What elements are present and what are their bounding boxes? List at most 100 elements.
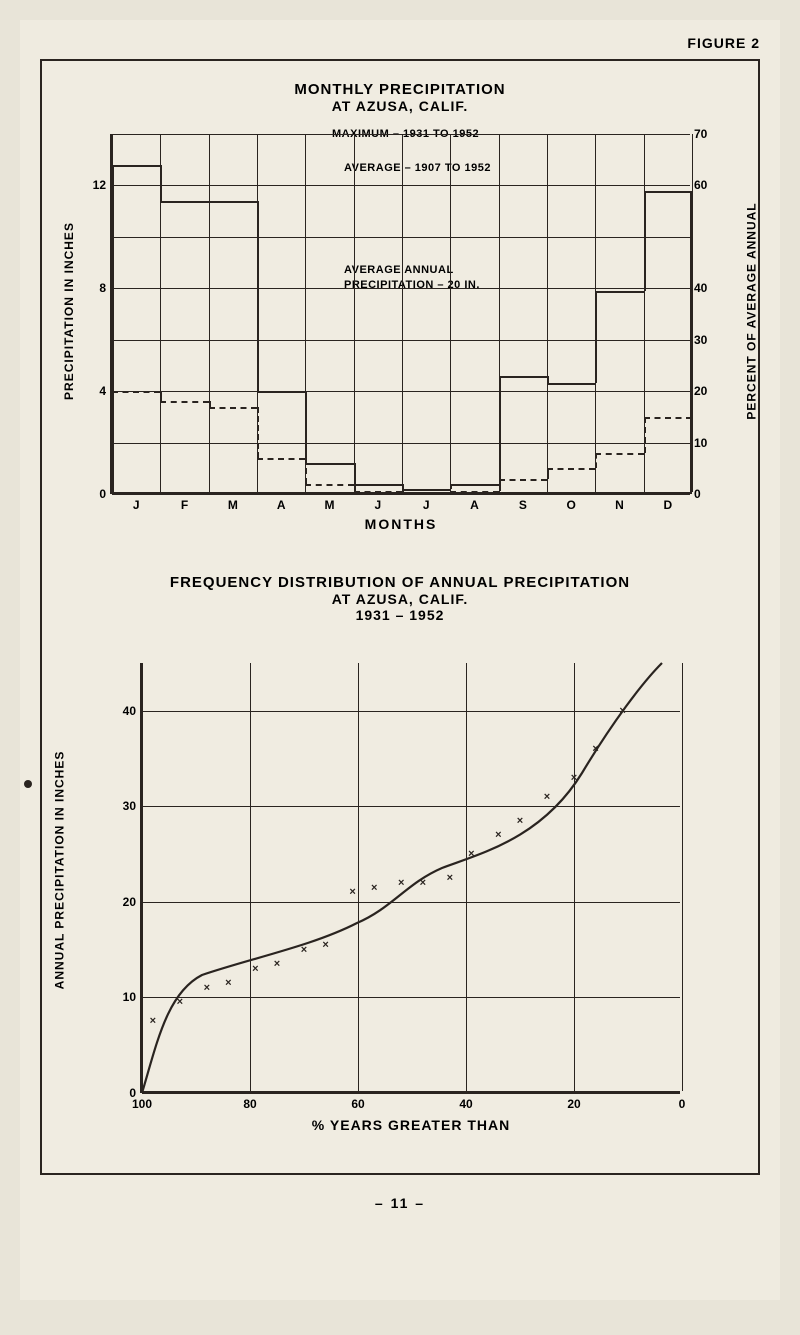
data-point: × [619,705,625,717]
avg-step [112,391,160,393]
page: FIGURE 2 MONTHLY PRECIPITATION AT AZUSA,… [20,20,780,1300]
max-step [499,376,501,484]
month-tick: O [566,498,575,512]
avg-step [112,391,114,494]
data-point: × [274,958,280,970]
data-point: × [468,848,474,860]
y-left-tick: 8 [99,281,106,295]
figure-frame: MONTHLY PRECIPITATION AT AZUSA, CALIF. P… [40,59,760,1175]
top-chart-title: MONTHLY PRECIPITATION [57,81,743,98]
grid-v [250,663,251,1091]
data-point: × [301,944,307,956]
month-tick: M [325,498,335,512]
bottom-y-label: ANNUAL PRECIPITATION IN INCHES [52,751,66,990]
grid-h [112,134,690,135]
bottom-plot-area: % YEARS GREATER THAN 1008060402000102030… [140,663,680,1093]
y-tick: 30 [123,799,136,813]
max-step [305,391,307,463]
grid-v [682,663,683,1091]
grid-h [142,1093,680,1094]
top-chart: PRECIPITATION IN INCHES PERCENT OF AVERA… [70,124,730,544]
data-point: × [150,1015,156,1027]
y-tick: 20 [123,895,136,909]
grid-h [142,902,680,903]
data-point: × [571,772,577,784]
max-step [499,376,547,378]
x-tick: 0 [679,1097,686,1111]
top-y-right-label: PERCENT OF AVERAGE ANNUAL [744,202,758,419]
bottom-chart-sub2: 1931 – 1952 [57,607,743,623]
top-plot-area: MONTHS MAXIMUM – 1931 TO 1952 AVERAGE – … [110,134,690,494]
grid-h [112,185,690,186]
month-tick: A [470,498,479,512]
avg-step [160,391,162,401]
max-step [547,376,549,384]
max-step [160,165,162,201]
grid-h [142,806,680,807]
data-point: × [420,877,426,889]
data-point: × [398,877,404,889]
bottom-x-label: % YEARS GREATER THAN [312,1117,510,1133]
avg-step [402,493,450,495]
month-tick: J [374,498,381,512]
bottom-chart-sub1: AT AZUSA, CALIF. [57,591,743,607]
avg-step [305,458,307,484]
grid-v [402,134,403,492]
data-point: × [204,982,210,994]
annot-average: AVERAGE – 1907 TO 1952 [344,162,491,174]
avg-step [305,484,353,486]
avg-step [644,417,646,453]
bottom-chart: ANNUAL PRECIPITATION IN INCHES % YEARS G… [90,653,710,1133]
avg-step [354,491,402,493]
data-point: × [517,815,523,827]
y-tick: 0 [129,1086,136,1100]
month-tick: J [133,498,140,512]
grid-h [112,340,690,341]
freq-curve [142,663,680,1091]
grid-h [112,237,690,238]
y-right-tick: 70 [694,127,707,141]
grid-v [547,134,548,492]
avg-step [547,468,595,470]
month-tick: S [519,498,527,512]
y-right-tick: 20 [694,384,707,398]
max-step [595,291,643,293]
month-tick: D [663,498,672,512]
max-step [354,484,402,486]
x-tick: 60 [351,1097,364,1111]
avg-step [257,458,305,460]
max-step [112,165,160,167]
avg-step [160,401,208,403]
avg-step [690,417,692,494]
data-point: × [252,963,258,975]
data-point: × [447,872,453,884]
data-point: × [225,977,231,989]
data-point: × [177,996,183,1008]
grid-v [692,134,693,492]
figure-label: FIGURE 2 [40,35,760,51]
bottom-chart-title: FREQUENCY DISTRIBUTION OF ANNUAL PRECIPI… [57,574,743,591]
data-point: × [495,829,501,841]
grid-h [112,494,690,495]
y-tick: 40 [123,704,136,718]
top-y-left-label: PRECIPITATION IN INCHES [62,222,76,400]
grid-v [450,134,451,492]
x-tick: 40 [459,1097,472,1111]
max-step [160,201,208,203]
avg-step [595,453,597,468]
top-x-label: MONTHS [365,516,438,532]
y-right-tick: 10 [694,436,707,450]
grid-h [112,391,690,392]
max-step [644,191,646,291]
data-point: × [544,791,550,803]
y-right-tick: 60 [694,178,707,192]
data-point: × [371,882,377,894]
max-step [209,201,257,203]
y-tick: 10 [123,990,136,1004]
grid-v [209,134,210,492]
grid-v [574,663,575,1091]
y-right-tick: 0 [694,487,701,501]
y-right-tick: 30 [694,333,707,347]
y-left-tick: 12 [93,178,106,192]
margin-dot [24,780,32,788]
